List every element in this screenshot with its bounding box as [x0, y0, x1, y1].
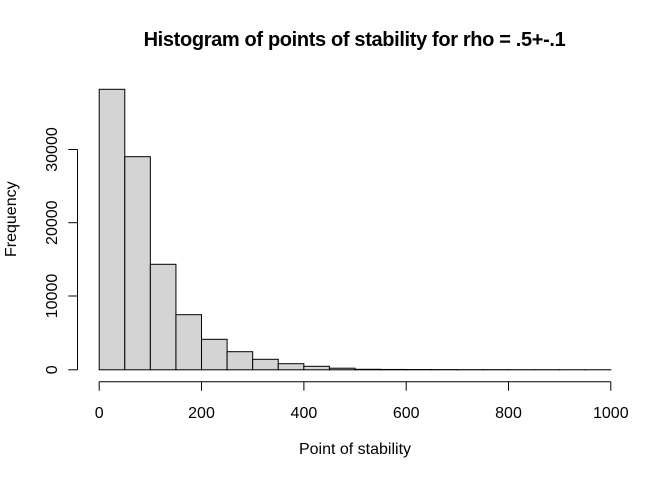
svg-text:10000: 10000	[44, 274, 61, 319]
svg-text:400: 400	[291, 405, 318, 422]
svg-text:600: 600	[393, 405, 420, 422]
svg-text:200: 200	[188, 405, 215, 422]
svg-text:Point of stability: Point of stability	[299, 441, 411, 458]
svg-text:800: 800	[495, 405, 522, 422]
svg-text:0: 0	[44, 365, 61, 374]
svg-text:30000: 30000	[44, 127, 61, 172]
svg-text:20000: 20000	[44, 200, 61, 245]
svg-text:Frequency: Frequency	[3, 181, 20, 257]
svg-text:1000: 1000	[593, 405, 629, 422]
svg-text:0: 0	[95, 405, 104, 422]
svg-text:Histogram of points of stabili: Histogram of points of stability for rho…	[144, 29, 566, 51]
